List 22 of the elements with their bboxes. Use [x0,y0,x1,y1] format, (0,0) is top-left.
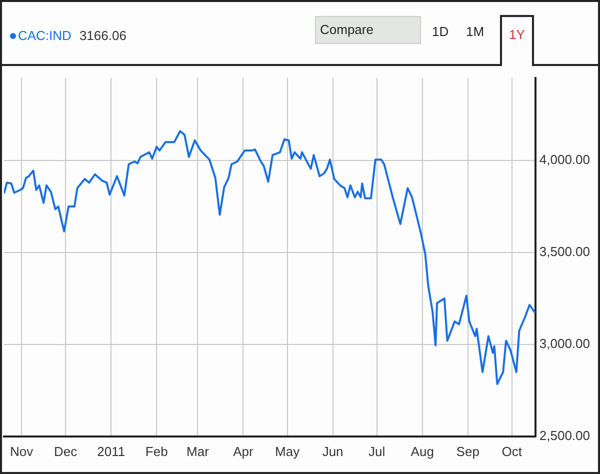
x-tick-label: Dec [54,444,78,459]
y-tick-label: 2,500.00 [539,428,590,443]
x-tick-label: Jul [368,444,386,459]
x-tick-label: Aug [410,444,434,459]
text: 1Y [500,15,534,66]
text: Compare [315,16,421,44]
x-tick-label: 2011 [97,444,126,459]
legend-label: CAC:IND [18,28,72,43]
y-tick-label: 4,000.00 [539,152,590,168]
y-tick-label: 3,000.00 [539,336,590,352]
x-tick-label: Sep [456,444,480,459]
x-tick-label: Mar [186,444,210,459]
x-tick-label: Oct [502,444,522,459]
y-tick-label: 3,500.00 [539,244,590,260]
x-tick-label: Jun [322,444,344,459]
text: 1M [466,24,484,39]
text: 1D [432,24,449,39]
x-tick-label: Feb [145,444,168,459]
x-tick-label: Nov [10,444,34,459]
text: 3166.06 [79,28,126,43]
x-tick-label: May [275,444,300,459]
x-tick-label: Apr [233,444,254,459]
